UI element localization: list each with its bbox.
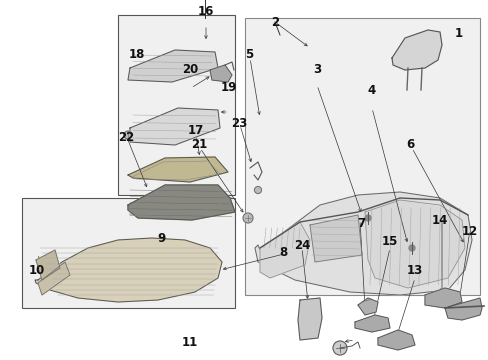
Polygon shape	[424, 288, 461, 308]
Polygon shape	[260, 222, 309, 278]
Text: 7: 7	[356, 217, 364, 230]
Text: 4: 4	[367, 84, 375, 97]
Text: 23: 23	[231, 117, 247, 130]
Polygon shape	[130, 108, 220, 145]
Bar	[22, 198, 235, 308]
Text: 18: 18	[128, 48, 145, 61]
Text: 22: 22	[118, 131, 134, 144]
Polygon shape	[38, 262, 70, 295]
Polygon shape	[377, 330, 414, 350]
Text: 3: 3	[312, 63, 320, 76]
Text: 14: 14	[431, 214, 447, 227]
Polygon shape	[254, 192, 471, 295]
Text: 11: 11	[181, 336, 198, 349]
Text: 13: 13	[406, 264, 422, 277]
Circle shape	[364, 215, 370, 221]
Polygon shape	[354, 315, 389, 332]
Text: 1: 1	[454, 27, 462, 40]
Text: 2: 2	[270, 16, 278, 29]
Text: 15: 15	[381, 235, 398, 248]
Text: 19: 19	[220, 81, 237, 94]
Text: 17: 17	[187, 124, 203, 137]
Text: 21: 21	[191, 138, 207, 151]
Circle shape	[254, 186, 261, 194]
Text: 10: 10	[28, 264, 45, 277]
Text: 16: 16	[197, 5, 213, 18]
Polygon shape	[364, 200, 464, 288]
Text: 9: 9	[157, 232, 165, 245]
Polygon shape	[128, 185, 235, 220]
Circle shape	[243, 213, 252, 223]
Polygon shape	[357, 298, 377, 315]
Text: 8: 8	[279, 246, 287, 259]
Text: 24: 24	[293, 239, 310, 252]
Circle shape	[408, 245, 414, 251]
Polygon shape	[128, 157, 227, 182]
Bar	[244, 18, 479, 295]
Bar	[118, 15, 235, 195]
Polygon shape	[309, 215, 361, 262]
Polygon shape	[444, 298, 481, 320]
Circle shape	[124, 131, 132, 139]
Polygon shape	[35, 238, 222, 302]
Polygon shape	[36, 250, 60, 280]
Polygon shape	[209, 65, 231, 82]
Polygon shape	[297, 298, 321, 340]
Polygon shape	[128, 50, 218, 82]
Text: 20: 20	[182, 63, 199, 76]
Text: 6: 6	[406, 138, 414, 151]
Circle shape	[332, 341, 346, 355]
Text: 12: 12	[460, 225, 477, 238]
Polygon shape	[391, 30, 441, 70]
Text: 5: 5	[245, 48, 253, 61]
